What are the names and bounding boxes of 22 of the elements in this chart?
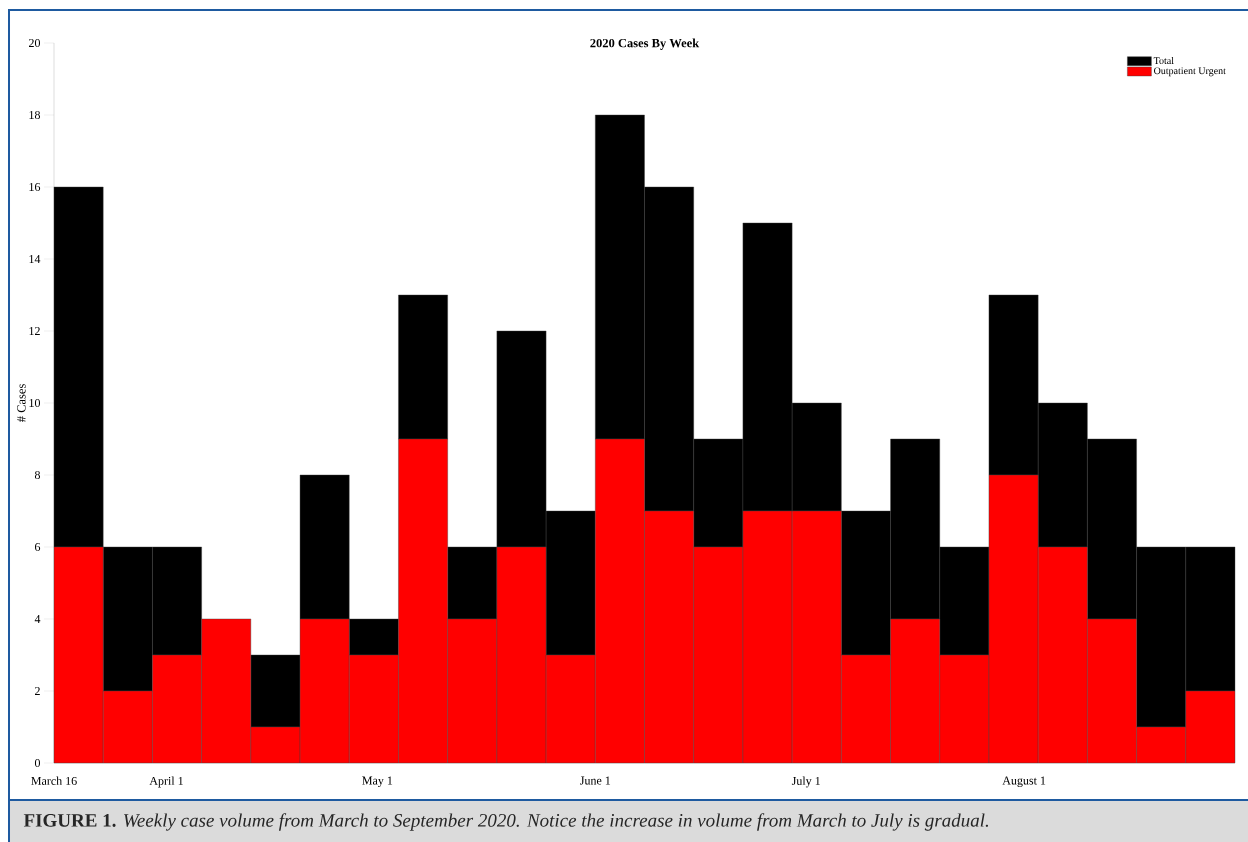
y-tick-label: 18 (29, 110, 41, 120)
y-tick-label: 6 (34, 542, 41, 552)
y-tick-label: 20 (29, 38, 41, 48)
x-tick-label: April 1 (149, 776, 183, 788)
y-tick-label: 4 (34, 615, 41, 623)
x-tick-label: August 1 (1002, 776, 1046, 788)
y-tick-label: 12 (29, 327, 40, 335)
x-tick-label: May 1 (362, 776, 393, 788)
legend-label: Total (1153, 56, 1174, 65)
y-tick-label: 10 (29, 398, 41, 408)
y-tick-label: 8 (34, 470, 41, 480)
y-axis-title: # Cases (17, 384, 26, 423)
chart-title: 2020 Cases By Week (590, 38, 700, 50)
y-tick-label: 0 (34, 758, 41, 768)
y-tick-label: 14 (29, 255, 41, 263)
text: FIGURE 1. Weekly case volume from March to September 2020. Notice the increase in volume from March to July is gradual. (23, 813, 989, 831)
x-tick-label: July 1 (791, 776, 820, 788)
x-tick-label: March 16 (31, 776, 77, 785)
legend-label: Outpatient Urgent (1154, 67, 1226, 77)
y-tick-label: 2 (35, 687, 40, 695)
x-tick-label: June 1 (580, 776, 611, 785)
y-tick-label: 16 (29, 182, 41, 192)
